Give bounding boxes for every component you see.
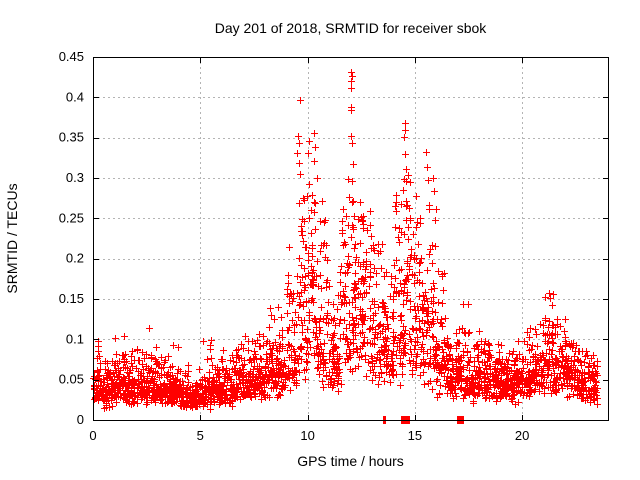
y-tick-label: 0 (77, 412, 84, 427)
tick-labels: 0 5 10 15 20 0 0.05 0.1 0.15 0.2 0.25 0.3 0.35 0.4 0.4… (59, 49, 530, 443)
y-tick-label: 0.3 (66, 170, 84, 185)
chart-title: Day 201 of 2018, SRMTID for receiver sbo… (215, 20, 488, 36)
srmtid-scatter-path (90, 69, 601, 413)
x-tick-label: 5 (197, 428, 204, 443)
plot-border (93, 57, 609, 421)
x-tick-label: 20 (515, 428, 529, 443)
y-tick-label: 0.45 (59, 49, 84, 64)
y-tick-label: 0.4 (66, 89, 84, 104)
x-tick-label: 0 (89, 428, 96, 443)
y-tick-label: 0.25 (59, 210, 84, 225)
y-axis-label: SRMTID / TECUs (4, 183, 20, 293)
axes-and-ticks (93, 57, 609, 421)
x-tick-label: 15 (408, 428, 422, 443)
y-tick-label: 0.2 (66, 251, 84, 266)
y-tick-label: 0.35 (59, 130, 84, 145)
x-axis-label: GPS time / hours (297, 453, 404, 469)
y-tick-label: 0.1 (66, 331, 84, 346)
y-tick-label: 0.05 (59, 372, 84, 387)
x-tick-label: 10 (300, 428, 314, 443)
scatter-points (90, 69, 601, 424)
y-tick-label: 0.15 (59, 291, 84, 306)
